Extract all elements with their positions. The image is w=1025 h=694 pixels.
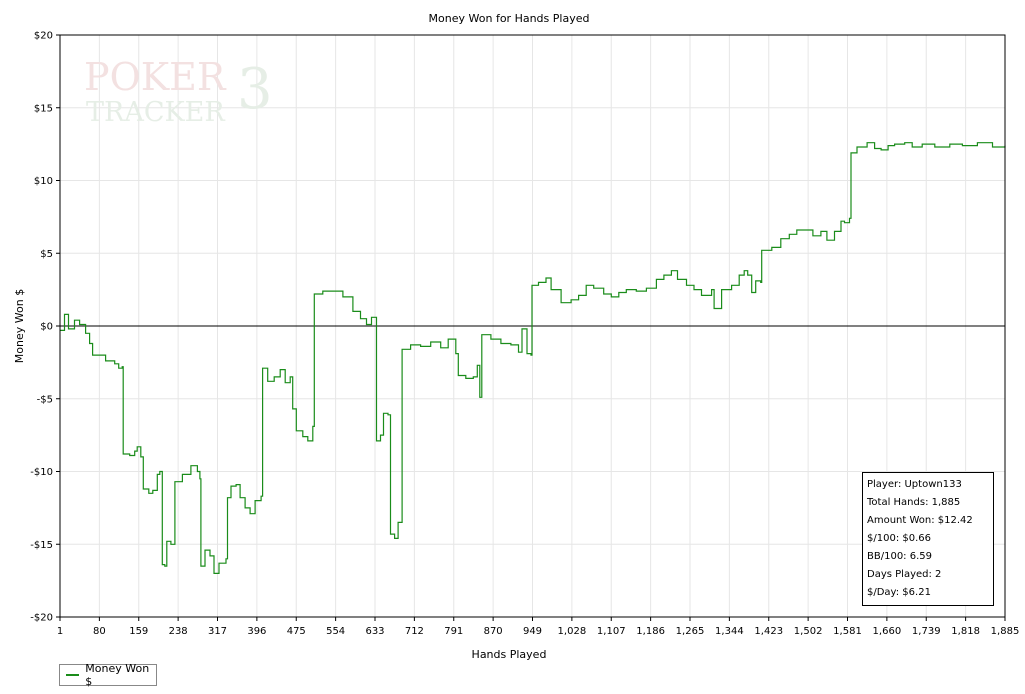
x-tick-label: 1,107 [597,626,626,637]
y-tick-label: $5 [40,249,53,260]
stats-line: Total Hands: 1,885 [867,497,961,508]
stats-line: BB/100: 6.59 [867,551,932,562]
x-tick-label: 554 [326,626,345,637]
x-tick-label: 712 [405,626,424,637]
watermark-mark: 3 [237,57,273,122]
x-tick-label: 1,660 [873,626,902,637]
x-tick-label: 1,739 [912,626,941,637]
series-line-money-won [60,142,1006,575]
x-tick-label: 238 [169,626,188,637]
x-tick-label: 475 [287,626,306,637]
x-tick-label: 1,265 [676,626,705,637]
x-tick-label: 317 [208,626,227,637]
x-tick-label: 80 [93,626,106,637]
x-tick-label: 1,344 [715,626,744,637]
legend-label: Money Won $ [85,662,150,688]
y-tick-label: -$10 [30,467,53,478]
stats-line: Amount Won: $12.42 [867,515,973,526]
x-tick-label: 396 [247,626,266,637]
x-tick-label: 1 [57,626,63,637]
y-tick-label: -$15 [30,540,53,551]
y-tick-label: $0 [40,322,53,333]
y-tick-label: -$20 [30,613,53,624]
x-tick-label: 1,186 [636,626,665,637]
legend: Money Won $ [59,662,157,688]
x-tick-label: 791 [444,626,463,637]
x-tick-label: 159 [129,626,148,637]
watermark-line1: POKER [84,55,227,99]
y-axis-label: Money Won $ [13,289,26,363]
y-tick-label: $20 [34,31,53,42]
x-tick-label: 1,423 [754,626,783,637]
x-tick-label: 870 [484,626,503,637]
chart-title: Money Won for Hands Played [429,12,590,25]
stats-line: $/100: $0.66 [867,533,931,544]
stats-line: Days Played: 2 [867,569,942,580]
x-tick-label: 1,581 [833,626,862,637]
legend-swatch [66,674,80,676]
stats-line: $/Day: $6.21 [867,587,931,598]
x-tick-label: 1,028 [558,626,587,637]
x-tick-label: 1,502 [794,626,823,637]
x-tick-label: 633 [365,626,384,637]
y-axis-ticks: $20 $15 $10 $5 $0 -$5 -$10 -$15 -$20 [30,31,60,624]
x-tick-label: 1,818 [951,626,980,637]
y-tick-label: $10 [34,176,53,187]
y-tick-label: $15 [34,103,53,114]
y-tick-label: -$5 [37,394,53,405]
stats-line: Player: Uptown133 [867,479,962,490]
watermark-line2: TRACKER [86,97,225,128]
stats-box: Player: Uptown133 Total Hands: 1,885 Amoun… [862,472,994,606]
x-tick-label: 1,885 [991,626,1020,637]
x-axis-ticks: 1 80 159 238 317 396 475 554 633 712 791 870 949 1,02… [57,617,1020,637]
x-axis-label: Hands Played [472,648,547,661]
x-tick-label: 949 [523,626,542,637]
pokertracker-watermark: POKER 3 TRACKER [84,55,273,128]
